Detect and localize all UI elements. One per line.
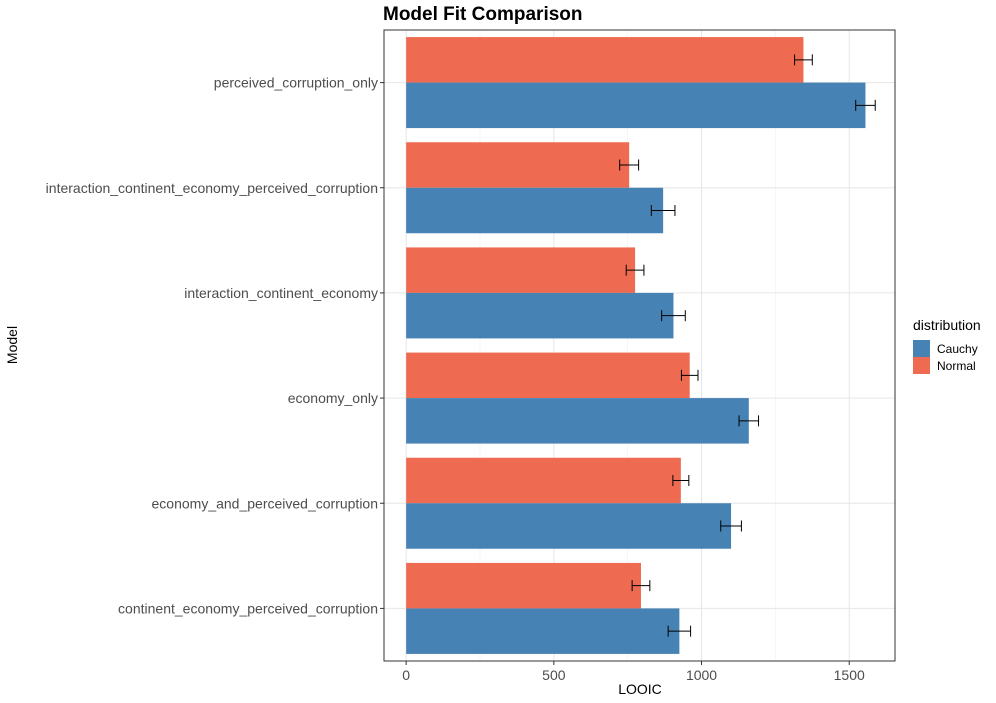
errorbar-normal-interaction-continent-economy-perceived-corruption [619,159,640,171]
y-axis-title: Model [4,326,20,364]
bar-normal-continent-economy-perceived-corruption [406,562,641,609]
plot-panel [384,30,895,661]
legend-label-cauchy: Cauchy [937,342,978,356]
bar-cauchy-perceived-corruption-only [406,82,866,129]
y-tick-label-economy-and-perceived-corruption: economy_and_perceived_corruption [152,495,378,511]
bar-cauchy-economy-and-perceived-corruption [406,503,732,549]
bar-normal-interaction-continent-economy-perceived-corruption [406,142,630,188]
errorbar-cauchy-perceived-corruption-only [855,99,876,111]
errorbar-cauchy-interaction-continent-economy [661,310,686,322]
y-tick-label-interaction-continent-economy: interaction_continent_economy [184,285,378,301]
legend: distribution Cauchy Normal [913,317,981,374]
plot-panel-border [383,29,896,662]
x-tick-label-1000: 1000 [686,667,717,683]
errorbar-normal-economy-and-perceived-corruption [672,475,690,486]
bar-normal-economy-only [406,352,690,399]
bar-cauchy-continent-economy-perceived-corruption [406,608,680,654]
bar-normal-perceived-corruption-only [406,37,804,83]
bar-cauchy-economy-only [406,398,749,444]
errorbar-cauchy-economy-only [738,415,760,427]
y-tick-label-economy-only: economy_only [288,390,378,406]
y-tick-label-continent-economy-perceived-corruption: continent_economy_perceived_corruption [118,600,378,616]
x-tick-label-500: 500 [542,667,566,683]
bar-normal-economy-and-perceived-corruption [406,457,681,504]
bar-cauchy-interaction-continent-economy-perceived-corruption [406,187,664,234]
legend-key-cauchy [913,340,930,357]
bar-cauchy-interaction-continent-economy [406,292,674,339]
errorbar-normal-continent-economy-perceived-corruption [631,580,651,592]
errorbar-cauchy-economy-and-perceived-corruption [720,520,742,532]
errorbar-cauchy-interaction-continent-economy-perceived-corruption [650,205,676,216]
bars [406,37,866,654]
errorbar-normal-perceived-corruption-only [794,54,813,66]
errorbar-cauchy-continent-economy-perceived-corruption [667,625,692,637]
y-tick-label-interaction-continent-economy-perceived-corruption: interaction_continent_economy_perceived_… [46,180,378,196]
x-axis: 0 500 1000 1500 [402,661,865,683]
errorbar-normal-economy-only [680,369,699,381]
legend-key-normal [913,357,930,374]
y-axis: perceived_corruption_only interaction_con… [46,75,384,616]
y-tick-label-perceived-corruption-only: perceived_corruption_only [214,75,378,91]
x-axis-title: LOOIC [618,681,662,697]
x-tick-label-1500: 1500 [834,667,865,683]
legend-label-normal: Normal [937,359,976,373]
chart-title: Model Fit Comparison [383,4,583,25]
errorbar-normal-interaction-continent-economy [625,264,645,276]
bar-normal-interaction-continent-economy [406,247,636,293]
x-tick-label-0: 0 [402,667,410,683]
error-bars [619,54,876,637]
legend-title: distribution [913,317,981,333]
